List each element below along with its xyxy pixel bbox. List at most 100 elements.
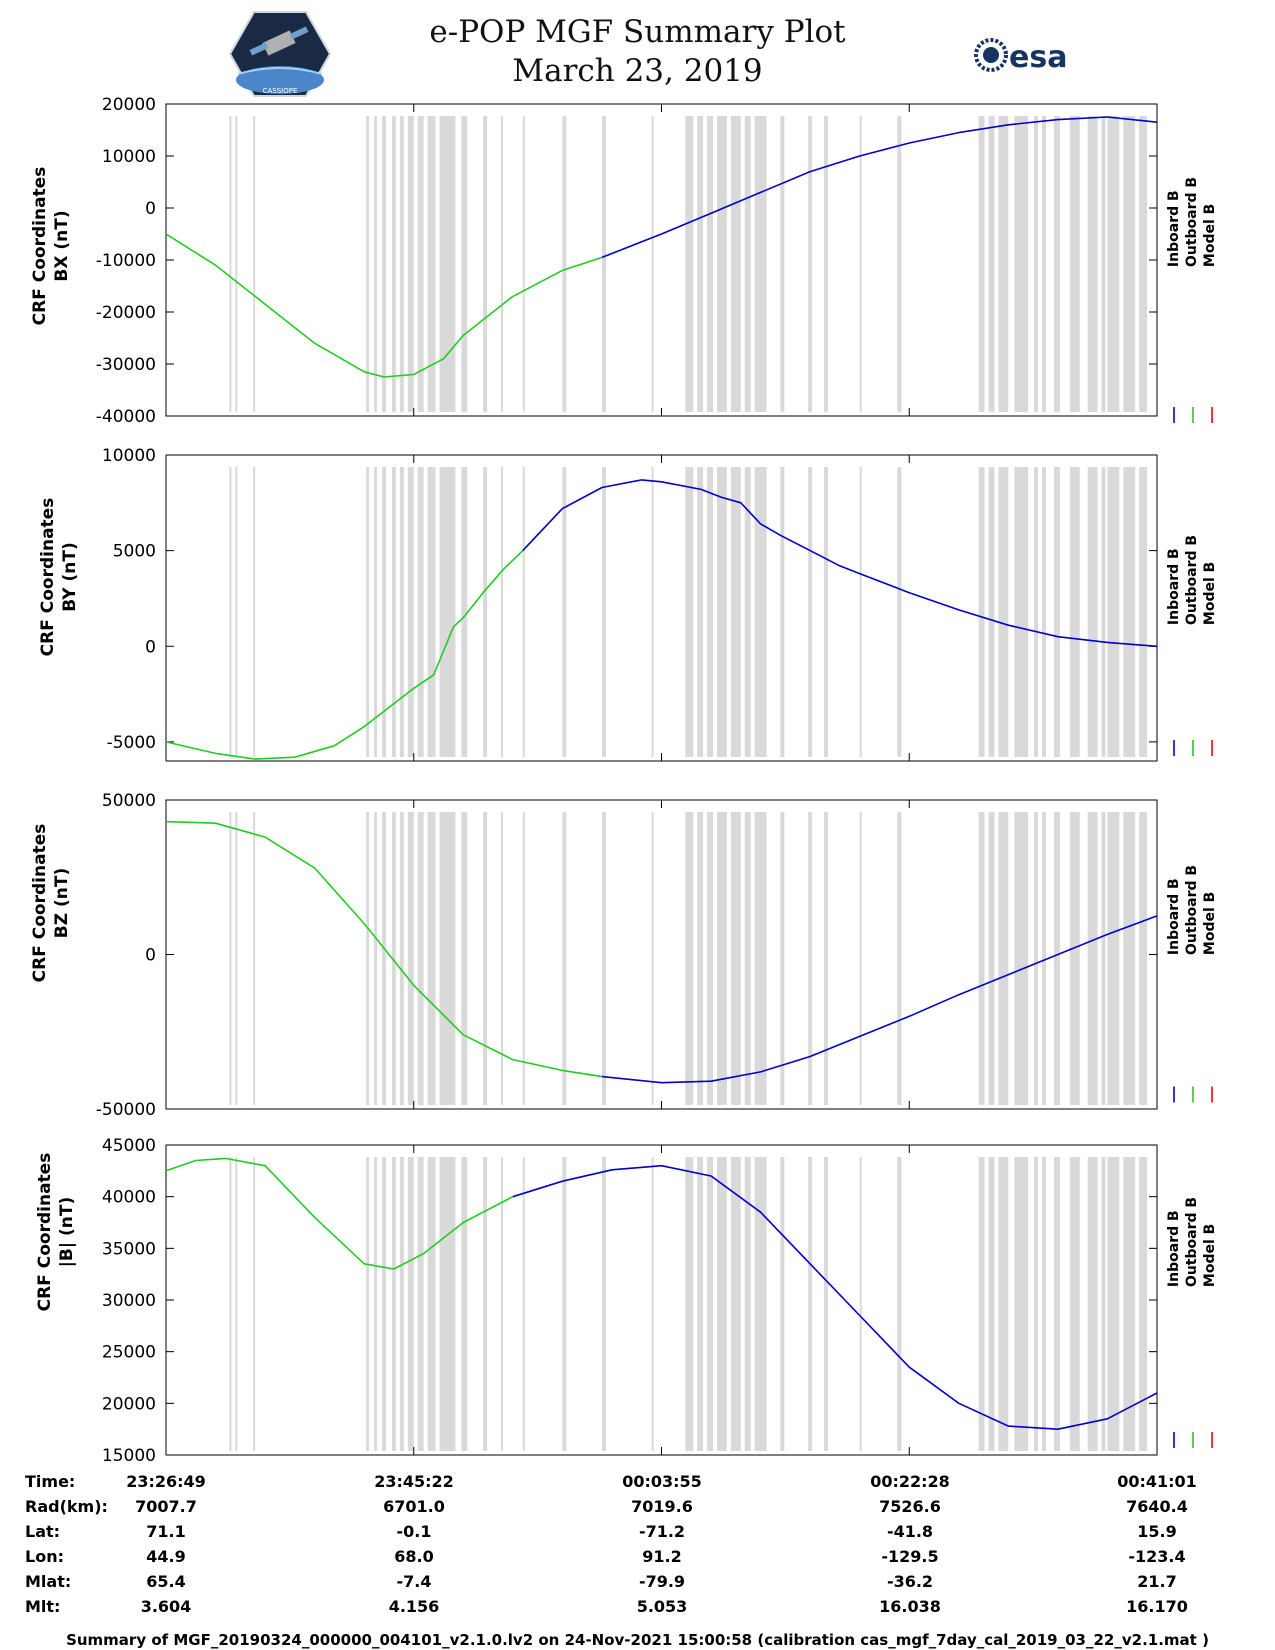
ylabel-bx-line2: BX (nT) [52,210,72,282]
data-gap-band [1101,1157,1106,1451]
data-gap-band [602,1157,607,1451]
data-gap-band [754,1157,767,1451]
data-gap-band [407,116,414,412]
y-tick-label: 10000 [102,446,156,466]
data-gap-band [1139,1157,1148,1451]
data-gap-band [685,116,694,412]
data-gap-band [522,1157,525,1451]
legend-inboard: Inboard B [1166,190,1182,268]
info-label-time: Time: [25,1472,76,1491]
data-gap-band [602,116,607,412]
data-gap-band [407,812,414,1105]
data-gap-band [744,1157,751,1451]
data-gap-band [897,116,902,412]
y-tick-label: 50000 [102,791,156,811]
data-gap-band [562,116,567,412]
data-gap-band [697,116,704,412]
data-gap-band [780,467,785,757]
ylabel-bx-line1: CRF Coordinates [30,166,50,326]
y-tick-label: 15000 [102,1446,156,1466]
data-gap-band [1053,467,1060,757]
chart-panel-2: 10000 5000 0 -5000 [102,446,1213,762]
data-gap-band [439,1157,456,1451]
info-value: -79.9 [638,1572,686,1591]
info-value: 15.9 [1137,1522,1177,1541]
ylabel-bmag-line2: |B| (nT) [57,1196,77,1268]
data-gap-band [427,116,436,412]
data-gap-band [685,467,694,757]
data-gap-band [716,116,727,412]
data-gap-band [602,812,607,1105]
data-gap-band [235,1157,238,1451]
info-value: -71.2 [638,1522,686,1541]
data-gap-band [730,1157,741,1451]
data-gap-band [407,467,414,757]
data-gap-band [754,467,767,757]
data-gap-band [229,467,232,757]
data-gap-band [391,1157,396,1451]
data-gap-band [1087,467,1098,757]
data-gap-band [716,467,727,757]
data-gap-band [235,116,238,412]
data-gap-band [1053,116,1060,412]
info-label-mlt: Mlt: [25,1597,61,1616]
data-gap-band [1123,1157,1136,1451]
legend-model: Model B [1202,891,1218,956]
data-gap-band [730,467,741,757]
info-value: 4.156 [388,1597,440,1616]
data-gap-band [500,116,503,412]
info-value: -41.8 [886,1522,934,1541]
legend-panel-2: Inboard B Outboard B Model B [1165,535,1219,625]
data-gap-band [824,116,828,412]
data-gap-band [399,467,404,757]
ylabel-bmag-line1: CRF Coordinates [35,1152,55,1312]
info-label-lat: Lat: [25,1522,61,1541]
y-tick-label: 0 [145,637,156,657]
info-value: 00:22:28 [870,1472,950,1491]
series-line-inboard-b [512,1164,1158,1430]
data-gap-band [1034,812,1039,1105]
info-value: 91.2 [642,1547,682,1566]
plot-date: March 23, 2019 [512,53,763,89]
data-gap-band [374,1157,378,1451]
data-gap-band [754,116,767,412]
data-gap-band [1042,1157,1047,1451]
data-gap-band [253,467,256,757]
data-gap-band [707,467,714,757]
series-line-outboard-b [165,1157,514,1270]
data-gap-band [522,812,525,1105]
data-gap-band [562,467,567,757]
info-value: -123.4 [1128,1547,1186,1566]
data-gap-band [399,116,404,412]
series-line-inboard-b [601,915,1158,1084]
data-gap-band [697,812,704,1105]
data-gap-band [1069,1157,1080,1451]
data-gap-band [1107,116,1120,412]
info-value: 5.053 [636,1597,688,1616]
esa-logo: esa [974,38,1067,75]
data-gap-band [500,467,503,757]
data-gap-band [439,116,456,412]
data-gap-band [897,812,902,1105]
info-value: 00:41:01 [1117,1472,1197,1491]
data-gap-band [253,116,256,412]
info-value: -7.4 [396,1572,432,1591]
info-value: 23:26:49 [126,1472,206,1491]
data-gap-band [1014,1157,1029,1451]
data-gap-band [427,1157,436,1451]
info-value: 7640.4 [1126,1497,1188,1516]
y-tick-label: 30000 [102,1291,156,1311]
legend-model: Model B [1202,561,1218,626]
y-tick-label: 40000 [102,1188,156,1208]
data-gap-band [1069,116,1080,412]
plot-title: e-POP MGF Summary Plot [429,14,846,50]
info-value: 21.7 [1137,1572,1177,1591]
chart-panel-3: 50000 0 -50000 [96,791,1213,1120]
legend-inboard: Inboard B [1166,878,1182,956]
info-value: 7019.6 [631,1497,693,1516]
info-value: 65.4 [146,1572,186,1591]
data-gap-band [780,116,785,412]
data-gap-band [1123,116,1136,412]
data-gap-band [500,812,503,1105]
